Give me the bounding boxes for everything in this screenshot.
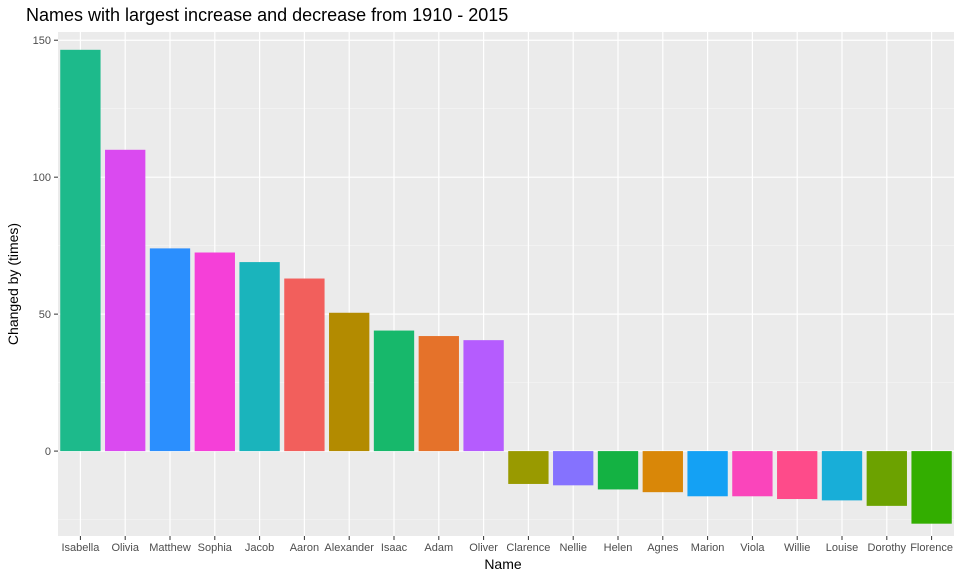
- x-tick-label: Dorothy: [868, 542, 907, 554]
- x-tick-label: Isabella: [61, 542, 100, 554]
- x-tick-label: Clarence: [506, 542, 550, 554]
- y-tick-label: 50: [39, 309, 51, 321]
- bar-matthew: [149, 248, 191, 452]
- y-axis: 0 50 100 150: [33, 35, 58, 458]
- x-tick-label: Aaron: [290, 542, 319, 554]
- bar-jacob: [239, 262, 280, 452]
- x-tick-label: Adam: [424, 542, 453, 554]
- y-tick-label: 0: [45, 446, 51, 458]
- plot-panel: [58, 32, 954, 536]
- x-tick-label: Jacob: [245, 542, 274, 554]
- x-axis-title: Name: [484, 556, 522, 572]
- bar-viola: [732, 451, 773, 497]
- bar-isaac: [373, 330, 415, 452]
- bar-adam: [418, 336, 459, 452]
- x-tick-label: Agnes: [647, 542, 679, 554]
- bar-agnes: [642, 451, 683, 493]
- y-tick-label: 100: [33, 172, 51, 184]
- bar-sophia: [194, 252, 235, 452]
- x-tick-label: Florence: [910, 542, 953, 554]
- bar-marion: [687, 451, 728, 497]
- bar-oliver: [463, 340, 504, 452]
- bar-alexander: [329, 312, 370, 452]
- bar-dorothy: [866, 451, 907, 506]
- bar-clarence: [508, 451, 549, 484]
- x-tick-label: Alexander: [324, 542, 374, 554]
- x-tick-label: Viola: [740, 542, 765, 554]
- bar-helen: [597, 451, 639, 490]
- x-tick-label: Matthew: [149, 542, 191, 554]
- bar-louise: [821, 451, 863, 501]
- x-tick-label: Willie: [784, 542, 810, 554]
- bar-isabella: [60, 49, 101, 452]
- bar-willie: [777, 451, 818, 500]
- x-tick-label: Louise: [826, 542, 858, 554]
- y-axis-title: Changed by (times): [5, 223, 21, 345]
- bar-nellie: [553, 451, 594, 486]
- bar-olivia: [105, 149, 146, 452]
- x-tick-label: Isaac: [381, 542, 408, 554]
- x-tick-label: Sophia: [198, 542, 233, 554]
- bars: [60, 49, 952, 524]
- x-tick-label: Helen: [604, 542, 633, 554]
- y-tick-label: 150: [33, 35, 51, 47]
- x-tick-label: Marion: [691, 542, 725, 554]
- bar-aaron: [284, 278, 325, 452]
- x-tick-label: Nellie: [559, 542, 587, 554]
- x-axis: Isabella Olivia Matthew Sophia Jacob Aaron Ale…: [61, 536, 953, 554]
- chart-title: Names with largest increase and decrease…: [26, 5, 508, 25]
- bar-florence: [911, 451, 952, 524]
- x-tick-label: Oliver: [469, 542, 498, 554]
- x-tick-label: Olivia: [111, 542, 139, 554]
